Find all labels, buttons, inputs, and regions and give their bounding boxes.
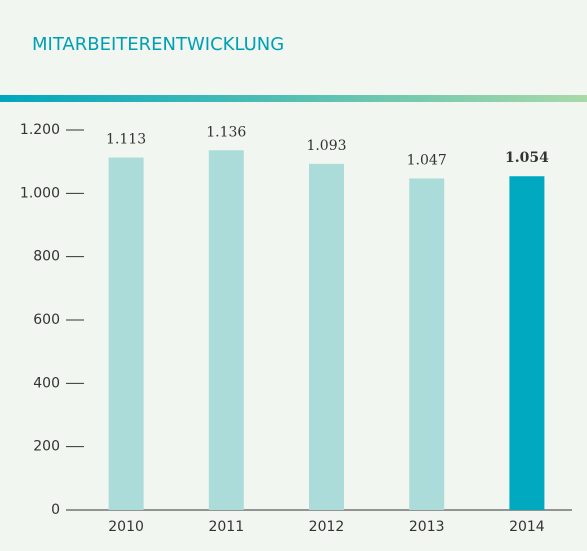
header-rule bbox=[0, 95, 587, 102]
y-tick-label: 1.000 bbox=[20, 185, 60, 201]
bar bbox=[108, 157, 144, 511]
x-tick-label: 2011 bbox=[208, 519, 244, 535]
value-label: 1.047 bbox=[407, 152, 447, 168]
value-label: 1.113 bbox=[106, 132, 146, 148]
bar bbox=[208, 150, 244, 510]
x-tick-label: 2012 bbox=[309, 519, 345, 535]
y-tick-label: 400 bbox=[33, 375, 60, 391]
value-label: 1.093 bbox=[306, 138, 346, 154]
value-label: 1.136 bbox=[206, 124, 246, 140]
bar bbox=[409, 178, 445, 510]
chart-title: MITARBEITERENTWICKLUNG bbox=[32, 34, 284, 55]
bar bbox=[309, 163, 344, 510]
y-tick-label: 200 bbox=[33, 439, 60, 455]
x-tick-label: 2013 bbox=[409, 519, 445, 535]
y-tick-label: 600 bbox=[33, 312, 60, 328]
y-tick-label: 1.200 bbox=[20, 122, 60, 138]
x-tick-label: 2014 bbox=[509, 519, 545, 535]
value-label: 1.054 bbox=[505, 150, 549, 166]
y-tick-label: 0 bbox=[51, 502, 60, 518]
y-tick-label: 800 bbox=[33, 249, 60, 265]
x-tick-label: 2010 bbox=[108, 519, 144, 535]
bar bbox=[509, 176, 545, 510]
